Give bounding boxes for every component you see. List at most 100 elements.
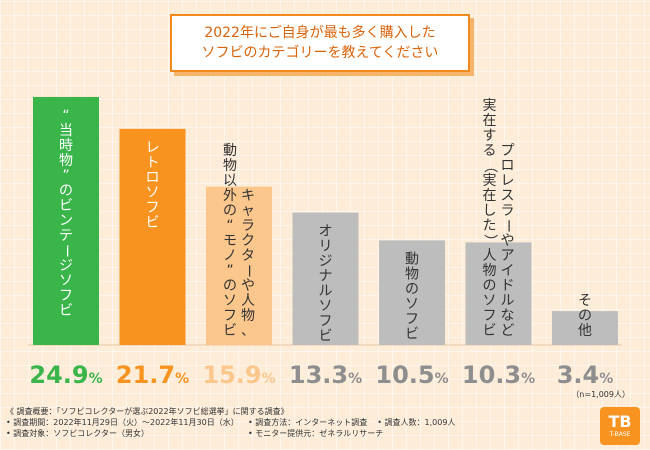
bar-label-char: 物 xyxy=(405,266,419,282)
bar-label-char: や xyxy=(241,278,255,294)
bar-label-char: ビ xyxy=(59,303,73,319)
bar-label-char: の xyxy=(405,281,419,297)
bar-label-char: ラ xyxy=(501,203,515,219)
bar-5 xyxy=(379,240,445,345)
bar-label-char: イ xyxy=(501,263,515,279)
bar-label-char: す xyxy=(483,128,497,144)
bar-label-char: リ xyxy=(319,239,333,255)
bar-label-char: ” xyxy=(62,168,69,184)
bar-label-char: た xyxy=(483,218,497,234)
bar-label-char: ー xyxy=(500,219,516,233)
bar-label-char: 物 xyxy=(223,158,237,174)
bar-label-char: プ xyxy=(501,143,515,159)
bar-label-char: 人 xyxy=(241,293,255,309)
bar-label-char: フ xyxy=(146,200,160,216)
bar-label-char: ー xyxy=(240,264,256,278)
logo-text: T-BASE xyxy=(609,431,631,438)
bar-2-value: 21.7% xyxy=(116,361,189,389)
t-base-logo: TB T-BASE xyxy=(600,407,640,445)
bar-label-char: の xyxy=(223,278,237,294)
bar-label-char: タ xyxy=(241,248,255,264)
bar-label-char: ラ xyxy=(241,218,255,234)
logo-mark: TB xyxy=(608,412,632,431)
bar-label-char: フ xyxy=(483,308,497,324)
bar-label-char: や xyxy=(501,233,515,249)
bar-label-char: 在 xyxy=(483,188,497,204)
bar-label-char: ト xyxy=(146,155,160,171)
bar-label-char: レ xyxy=(146,140,160,156)
bar-label-char: （ xyxy=(482,159,498,173)
bar-label-char: ビ xyxy=(146,215,160,231)
survey-provider: • モニター提供元：ゼネラルリサーチ xyxy=(248,429,384,438)
bar-label-char: ー xyxy=(58,244,74,258)
bar-label-char: “ xyxy=(62,108,69,124)
bar-label-char: 動 xyxy=(405,251,419,267)
bar-label-char: フ xyxy=(319,314,333,330)
bar-label-char: な xyxy=(501,308,515,324)
bar-6 xyxy=(465,242,532,345)
bar-2 xyxy=(119,128,186,345)
bar-label-char: ソ xyxy=(59,273,73,289)
bar-label-char: ド xyxy=(501,278,515,294)
bar-label-char: ソ xyxy=(223,293,237,309)
survey-method: • 調査方法：インターネット調査 xyxy=(248,418,368,427)
bar-label-char: の xyxy=(223,203,237,219)
sample-size-note: （n=1,009人） xyxy=(571,390,630,399)
bar-3-value: 15.9% xyxy=(202,361,275,389)
bar-label-char: テ xyxy=(59,228,73,244)
bar-label-char: ） xyxy=(482,234,498,248)
bar-label-char: フ xyxy=(405,311,419,327)
bar-label-char: ビ xyxy=(319,329,333,345)
bar-label-char: 実 xyxy=(483,173,497,189)
bar-label-char: 、 xyxy=(241,323,255,339)
bar-label-char: ソ xyxy=(483,293,497,309)
bar-label-char: ビ xyxy=(405,326,419,342)
survey-period: • 調査期間：2022年11月29日（火）～2022年11月30日（水） xyxy=(6,418,239,427)
title-line-1: 2022年にご自身が最も多く購入した xyxy=(204,25,436,41)
bar-label-char: 物 xyxy=(241,308,255,324)
chart-title: 2022年にご自身が最も多く購入した ソフビのカテゴリーを教えてください xyxy=(170,14,470,72)
bar-4 xyxy=(292,212,359,345)
survey-count: • 調査人数：1,009人 xyxy=(377,418,456,427)
bar-label-char: ャ xyxy=(241,203,255,219)
bar-label-char: ソ xyxy=(405,296,419,312)
bar-label-char: そ xyxy=(578,293,592,309)
bar-label-char: 以 xyxy=(223,173,237,189)
bar-label-char: キ xyxy=(241,188,255,204)
bar-label-char: ロ xyxy=(501,158,515,174)
bar-6-value: 10.3% xyxy=(462,361,535,389)
bar-label-char: 動 xyxy=(223,143,237,159)
bar-label-char: ア xyxy=(501,248,515,264)
bar-label-char: ロ xyxy=(146,170,160,186)
bar-label-char: の xyxy=(483,278,497,294)
bar-label-char: オ xyxy=(319,224,333,240)
bar-label-char: 他 xyxy=(578,323,592,339)
bar-label-char: ル xyxy=(319,284,333,300)
bar-label-char: ジ xyxy=(319,254,333,270)
bar-label-char: 人 xyxy=(483,248,497,264)
bar-label-char: ナ xyxy=(319,269,333,285)
bar-7 xyxy=(552,311,618,345)
bar-label-char: ノ xyxy=(223,248,237,264)
bar-3 xyxy=(206,186,272,345)
bar-label-char: ” xyxy=(226,263,233,279)
bar-label-char: 実 xyxy=(483,98,497,114)
title-line-2: ソフビのカテゴリーを教えてください xyxy=(201,45,439,61)
bar-label-char: ソ xyxy=(146,185,160,201)
survey-notes: 《 調査概要：「ソフビコレクターが選ぶ2022年ソフビ総選挙」に関する調査》 •… xyxy=(6,406,596,439)
bar-label-char: レ xyxy=(501,173,515,189)
survey-overview: 《 調査概要：「ソフビコレクターが選ぶ2022年ソフビ総選挙」に関する調査》 xyxy=(6,407,289,416)
bar-label-char: 物 xyxy=(59,153,73,169)
bar-label-char: ス xyxy=(501,188,515,204)
bar-7-label-column-1: その他 xyxy=(578,293,592,339)
bar-label-char: ビ xyxy=(223,323,237,339)
bar-label-char: 時 xyxy=(59,138,73,154)
bar-label-char: 在 xyxy=(483,113,497,129)
bar-label-char: ル xyxy=(501,293,515,309)
